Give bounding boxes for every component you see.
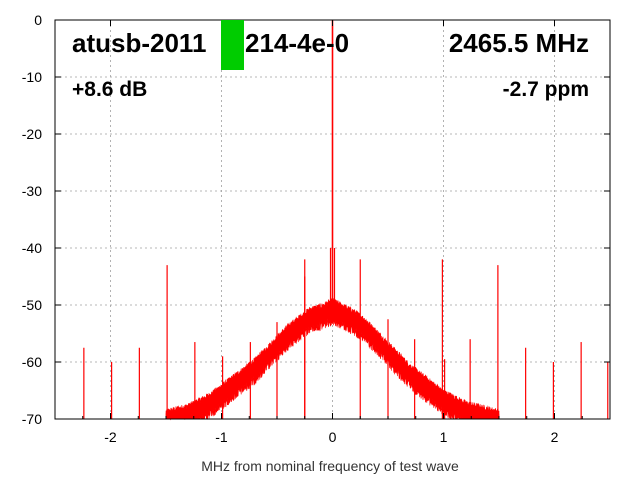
y-tick-label: -60: [22, 354, 42, 370]
y-tick-label: -40: [22, 240, 42, 256]
title-right-part: 214-4e-0: [245, 28, 349, 58]
spectrum-trace: [83, 20, 609, 421]
axis-ticks: [54, 19, 611, 420]
ppm-label: -2.7 ppm: [503, 78, 589, 101]
y-tick-label: -20: [22, 126, 42, 142]
y-tick-label: -50: [22, 297, 42, 313]
frequency-label: 2465.5 MHz: [449, 28, 589, 58]
x-tick-label: 2: [551, 429, 559, 445]
x-tick-label: 0: [329, 429, 337, 445]
noise-floor-line: [165, 301, 500, 421]
x-tick-label: 1: [440, 429, 448, 445]
y-tick-label: 0: [34, 12, 42, 28]
x-tick-label: -2: [104, 429, 117, 445]
axis-tick-labels: -2 -1 0 1 20-10-20-30-40-50-60-70: [22, 12, 559, 445]
channel-marker: [221, 20, 244, 70]
y-tick-label: -30: [22, 183, 42, 199]
x-axis-label: MHz from nominal frequency of test wave: [201, 458, 459, 474]
title-left: atusb-2011: [72, 28, 206, 58]
x-tick-label: -1: [215, 429, 228, 445]
gain-label: +8.6 dB: [72, 78, 147, 101]
y-tick-label: -10: [22, 69, 42, 85]
y-tick-label: -70: [22, 411, 42, 427]
